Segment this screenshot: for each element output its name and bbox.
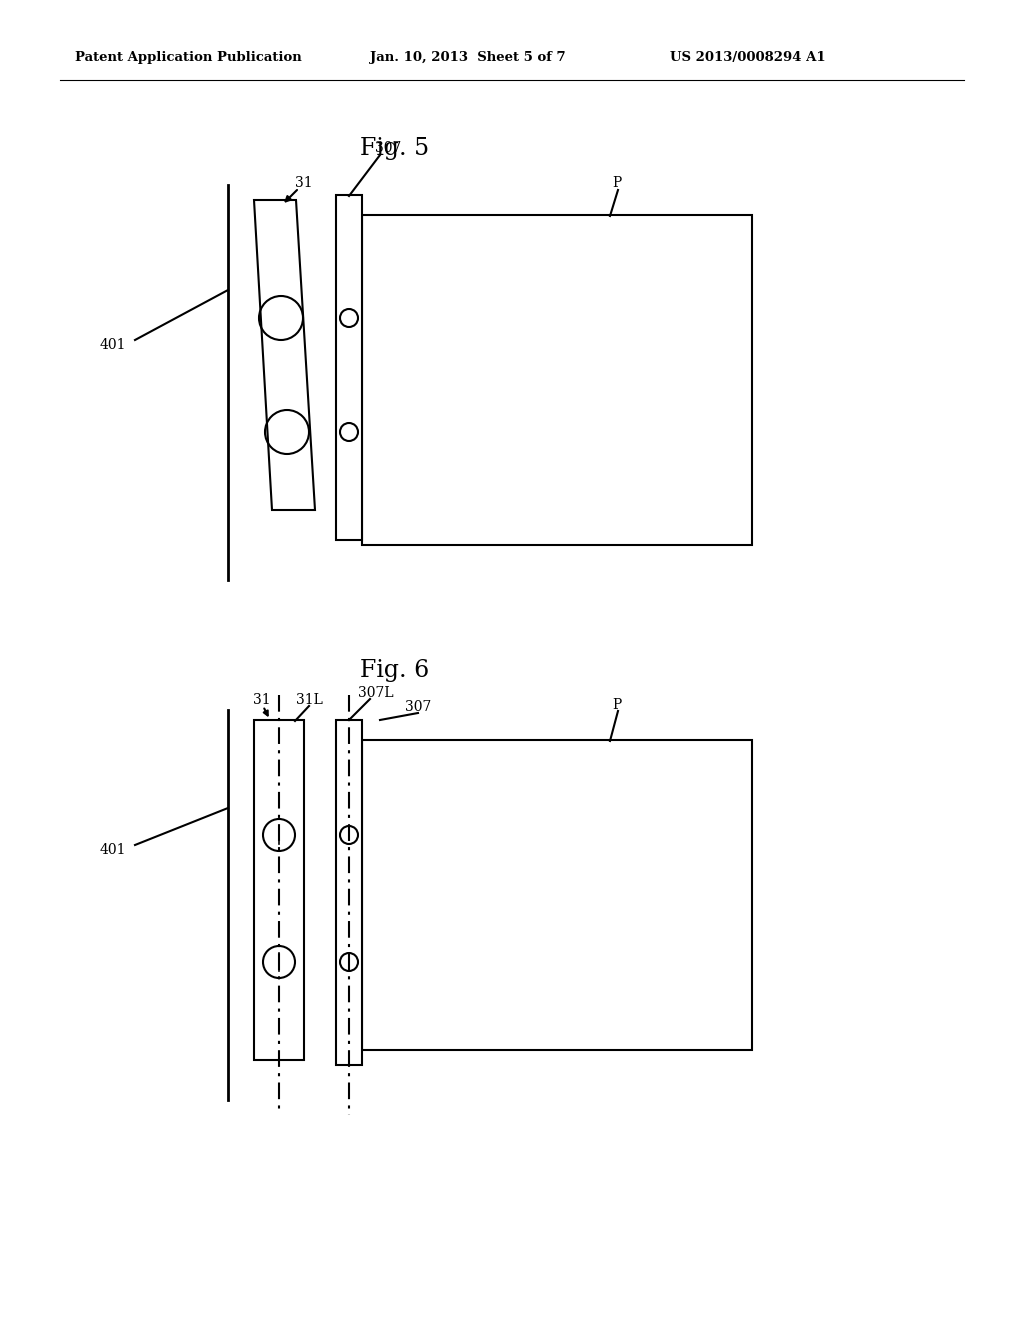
Text: P: P [612, 698, 622, 711]
Text: 307: 307 [406, 700, 431, 714]
Text: 307: 307 [375, 141, 401, 154]
Polygon shape [254, 201, 315, 510]
Bar [362, 215, 752, 545]
Bar [362, 741, 752, 1049]
Bar [254, 719, 304, 1060]
Text: 401: 401 [100, 843, 127, 857]
Text: 401: 401 [100, 338, 127, 352]
Text: Fig. 5: Fig. 5 [360, 136, 429, 160]
Text: 31L: 31L [296, 693, 323, 708]
Text: US 2013/0008294 A1: US 2013/0008294 A1 [670, 51, 825, 65]
Text: Jan. 10, 2013  Sheet 5 of 7: Jan. 10, 2013 Sheet 5 of 7 [370, 51, 565, 65]
Bar [336, 195, 362, 540]
Bar [336, 719, 362, 1065]
Text: 307L: 307L [358, 686, 393, 700]
Text: 31: 31 [295, 176, 312, 190]
Text: P: P [612, 176, 622, 190]
Text: Fig. 6: Fig. 6 [360, 659, 429, 681]
Text: Patent Application Publication: Patent Application Publication [75, 51, 302, 65]
Text: 31: 31 [253, 693, 270, 708]
